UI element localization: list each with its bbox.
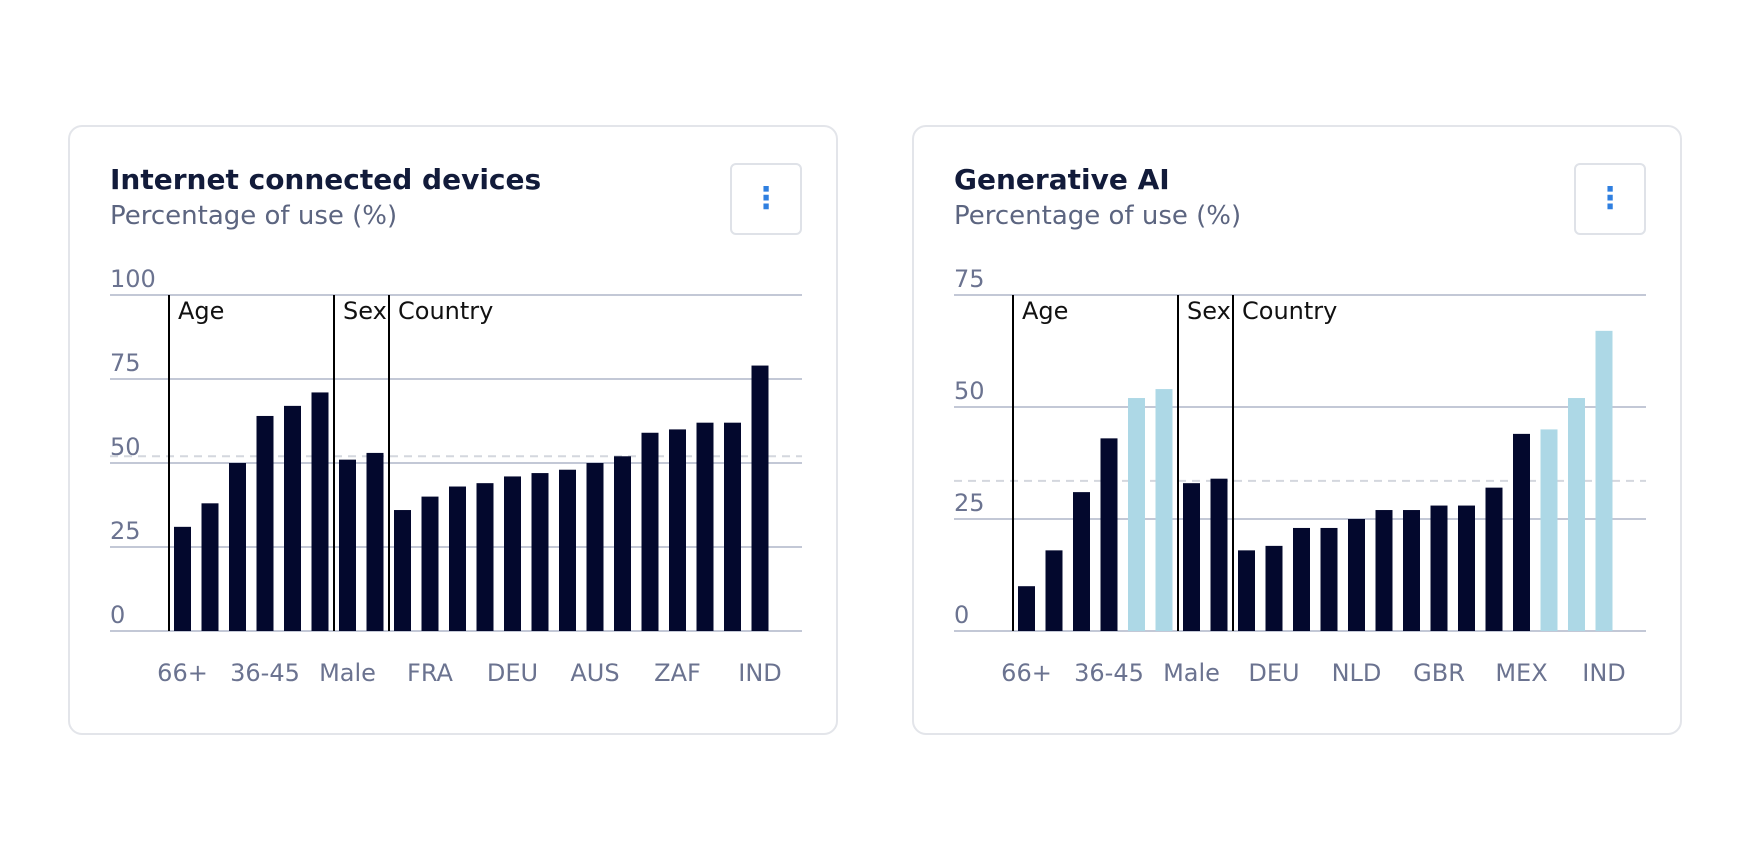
x-tick-label: 66+ xyxy=(1001,659,1052,687)
bar xyxy=(284,405,301,631)
y-tick-label: 0 xyxy=(110,601,125,629)
bar xyxy=(1073,492,1090,631)
chart-subtitle: Percentage of use (%) xyxy=(110,201,398,231)
bar xyxy=(1018,586,1035,631)
bar xyxy=(559,469,576,631)
group-label: Sex xyxy=(343,297,387,325)
bar xyxy=(1430,505,1448,631)
y-tick-label: 100 xyxy=(110,265,156,293)
x-tick-label: ZAF xyxy=(654,659,701,687)
bar xyxy=(724,422,741,631)
bar xyxy=(1375,510,1393,631)
bar xyxy=(1128,398,1145,631)
bar xyxy=(256,415,274,631)
bar xyxy=(1403,510,1420,631)
bar xyxy=(751,365,769,631)
x-tick-label: 36-45 xyxy=(1074,659,1144,687)
y-tick-label: 75 xyxy=(110,349,141,377)
chart-title: Internet connected devices xyxy=(110,163,542,196)
bar xyxy=(1320,527,1338,631)
chart-subtitle: Percentage of use (%) xyxy=(954,201,1242,231)
bar xyxy=(1183,483,1200,631)
bar xyxy=(1485,487,1503,631)
y-tick-label: 25 xyxy=(954,489,985,517)
x-tick-label: MEX xyxy=(1495,659,1547,687)
group-label: Age xyxy=(1022,297,1068,325)
bar xyxy=(1568,398,1585,631)
bar xyxy=(531,473,549,631)
bar xyxy=(394,510,411,631)
x-tick-label: AUS xyxy=(570,659,619,687)
chart-card-generative-ai: Generative AI Percentage of use (%) ⋮ 0 2… xyxy=(912,125,1682,735)
bar xyxy=(1210,478,1228,631)
x-tick-label: 66+ xyxy=(157,659,208,687)
bar xyxy=(1155,389,1173,631)
bar xyxy=(669,429,686,631)
bar xyxy=(614,456,631,631)
group-label: Age xyxy=(178,297,224,325)
vertical-ellipsis-icon: ⋮ xyxy=(1595,181,1625,216)
group-label: Country xyxy=(1242,297,1337,325)
x-tick-label: FRA xyxy=(407,659,454,687)
chart-card-internet-devices: Internet connected devices Percentage of… xyxy=(68,125,838,735)
bar xyxy=(696,422,714,631)
x-tick-label: 36-45 xyxy=(230,659,300,687)
bar xyxy=(339,459,356,631)
bar xyxy=(1458,505,1475,631)
chart-title: Generative AI xyxy=(954,163,1170,196)
group-label: Country xyxy=(398,297,493,325)
bar xyxy=(1513,433,1530,631)
x-tick-label: IND xyxy=(1582,659,1626,687)
bar xyxy=(586,463,604,631)
x-tick-label: DEU xyxy=(487,659,538,687)
bar xyxy=(311,392,329,631)
bar xyxy=(504,476,521,631)
bar xyxy=(1045,550,1063,631)
bar xyxy=(1238,550,1255,631)
x-tick-label: Male xyxy=(1163,659,1220,687)
y-tick-label: 50 xyxy=(954,377,985,405)
chart-menu-button[interactable]: ⋮ xyxy=(1574,163,1646,235)
bar xyxy=(1265,545,1283,631)
bar-chart: 0 25 50 75 Age Sex Country 66+ 36-45 Male DEU NLD GB… xyxy=(954,265,1646,687)
bar xyxy=(229,463,246,631)
x-tick-label: IND xyxy=(738,659,782,687)
bar xyxy=(476,483,494,631)
bar xyxy=(449,486,466,631)
group-label: Sex xyxy=(1187,297,1231,325)
y-tick-label: 75 xyxy=(954,265,985,293)
bar xyxy=(641,432,659,631)
bar xyxy=(1540,429,1558,631)
bar xyxy=(201,503,219,631)
bar xyxy=(366,452,384,631)
y-tick-label: 0 xyxy=(954,601,969,629)
y-tick-label: 25 xyxy=(110,517,141,545)
bar xyxy=(1293,527,1310,631)
x-tick-label: NLD xyxy=(1332,659,1382,687)
bar xyxy=(421,496,439,631)
bar xyxy=(1348,519,1365,631)
x-tick-label: GBR xyxy=(1413,659,1465,687)
x-tick-label: DEU xyxy=(1248,659,1299,687)
bar xyxy=(1100,438,1118,631)
vertical-ellipsis-icon: ⋮ xyxy=(751,181,781,216)
x-tick-label: Male xyxy=(319,659,376,687)
bar xyxy=(1595,330,1613,631)
bar xyxy=(174,526,191,631)
chart-menu-button[interactable]: ⋮ xyxy=(730,163,802,235)
